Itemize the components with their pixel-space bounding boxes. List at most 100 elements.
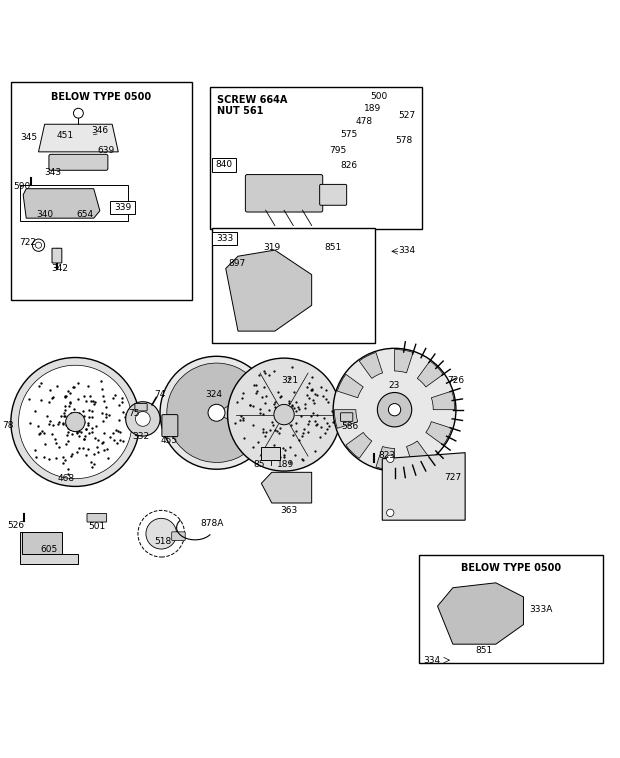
Text: 334: 334 <box>398 246 415 255</box>
Text: 527: 527 <box>398 111 415 120</box>
Text: 78: 78 <box>2 421 14 430</box>
Circle shape <box>388 403 401 416</box>
Wedge shape <box>376 446 394 470</box>
Text: 722: 722 <box>20 237 37 246</box>
Circle shape <box>378 393 412 427</box>
FancyBboxPatch shape <box>49 155 108 171</box>
Text: 639: 639 <box>97 146 115 155</box>
Text: 468: 468 <box>58 474 74 483</box>
FancyBboxPatch shape <box>162 415 178 437</box>
Text: 342: 342 <box>51 264 68 273</box>
FancyBboxPatch shape <box>340 413 353 421</box>
Circle shape <box>19 365 132 479</box>
Text: 578: 578 <box>395 136 412 146</box>
Text: 654: 654 <box>76 210 93 219</box>
Text: 343: 343 <box>44 168 61 177</box>
Text: 590: 590 <box>13 182 30 191</box>
Polygon shape <box>438 583 523 644</box>
Text: 455: 455 <box>161 436 178 445</box>
Text: 851: 851 <box>324 243 342 252</box>
Circle shape <box>74 108 83 118</box>
Text: NUT 561: NUT 561 <box>216 106 263 116</box>
Circle shape <box>66 412 85 431</box>
Polygon shape <box>226 250 312 331</box>
Text: 23: 23 <box>389 381 401 390</box>
Bar <box>210 87 422 229</box>
Text: 363: 363 <box>280 506 298 515</box>
Polygon shape <box>23 189 100 218</box>
Wedge shape <box>359 352 383 378</box>
Text: 75: 75 <box>128 409 140 418</box>
Text: BELOW TYPE 0500: BELOW TYPE 0500 <box>461 563 561 573</box>
Text: 840: 840 <box>215 160 232 169</box>
Text: eReplacementParts.com: eReplacementParts.com <box>244 393 380 402</box>
Bar <box>110 201 135 215</box>
Text: 795: 795 <box>329 146 347 155</box>
Text: 333A: 333A <box>529 605 553 614</box>
Wedge shape <box>432 391 454 409</box>
Circle shape <box>386 455 394 462</box>
Text: 189: 189 <box>365 105 382 114</box>
Text: SCREW 664A: SCREW 664A <box>216 95 287 105</box>
Text: 823: 823 <box>378 451 395 460</box>
Text: 501: 501 <box>88 522 105 531</box>
Text: 74: 74 <box>154 390 165 399</box>
Text: 85: 85 <box>253 460 265 469</box>
Circle shape <box>386 509 394 516</box>
Circle shape <box>333 349 456 471</box>
Circle shape <box>32 239 45 252</box>
Polygon shape <box>383 453 465 520</box>
Wedge shape <box>346 432 372 459</box>
Wedge shape <box>426 421 452 445</box>
Text: 339: 339 <box>114 203 131 212</box>
Text: 500: 500 <box>371 92 388 101</box>
Bar <box>212 232 237 245</box>
Text: 526: 526 <box>7 521 24 530</box>
Text: 319: 319 <box>263 243 280 252</box>
Bar <box>11 83 192 300</box>
Text: 324: 324 <box>205 390 222 399</box>
FancyBboxPatch shape <box>87 513 107 522</box>
Polygon shape <box>38 124 118 152</box>
Text: 878A: 878A <box>200 518 223 528</box>
Text: 346: 346 <box>91 126 108 135</box>
Wedge shape <box>407 441 430 467</box>
Text: 321: 321 <box>281 376 299 385</box>
Text: 345: 345 <box>20 133 38 143</box>
Wedge shape <box>417 361 443 387</box>
Text: 897: 897 <box>228 259 246 268</box>
Wedge shape <box>394 349 413 373</box>
Text: 605: 605 <box>40 545 58 554</box>
Bar <box>419 555 603 662</box>
Circle shape <box>208 404 225 421</box>
Text: 332: 332 <box>133 432 149 441</box>
Text: 334: 334 <box>423 656 440 665</box>
Text: 851: 851 <box>475 646 492 655</box>
Text: BELOW TYPE 0500: BELOW TYPE 0500 <box>51 92 151 102</box>
Polygon shape <box>262 472 312 503</box>
Text: 189: 189 <box>277 460 294 469</box>
Bar <box>262 446 280 460</box>
FancyBboxPatch shape <box>320 184 347 205</box>
Bar <box>212 228 375 343</box>
Circle shape <box>136 412 150 426</box>
Text: 333: 333 <box>216 234 233 243</box>
Circle shape <box>160 356 273 469</box>
Text: 726: 726 <box>448 376 464 385</box>
Circle shape <box>228 358 340 471</box>
Circle shape <box>11 358 140 487</box>
Circle shape <box>126 402 160 436</box>
FancyBboxPatch shape <box>52 248 62 263</box>
Text: 478: 478 <box>355 117 373 126</box>
Polygon shape <box>20 532 78 565</box>
Wedge shape <box>167 363 260 462</box>
Circle shape <box>35 242 42 248</box>
Text: 518: 518 <box>154 537 171 547</box>
Bar <box>22 532 62 554</box>
Text: 727: 727 <box>445 473 461 482</box>
Bar <box>20 185 128 221</box>
Text: 586: 586 <box>341 422 358 431</box>
Text: 826: 826 <box>340 161 357 170</box>
FancyBboxPatch shape <box>172 532 185 540</box>
Circle shape <box>183 379 250 446</box>
